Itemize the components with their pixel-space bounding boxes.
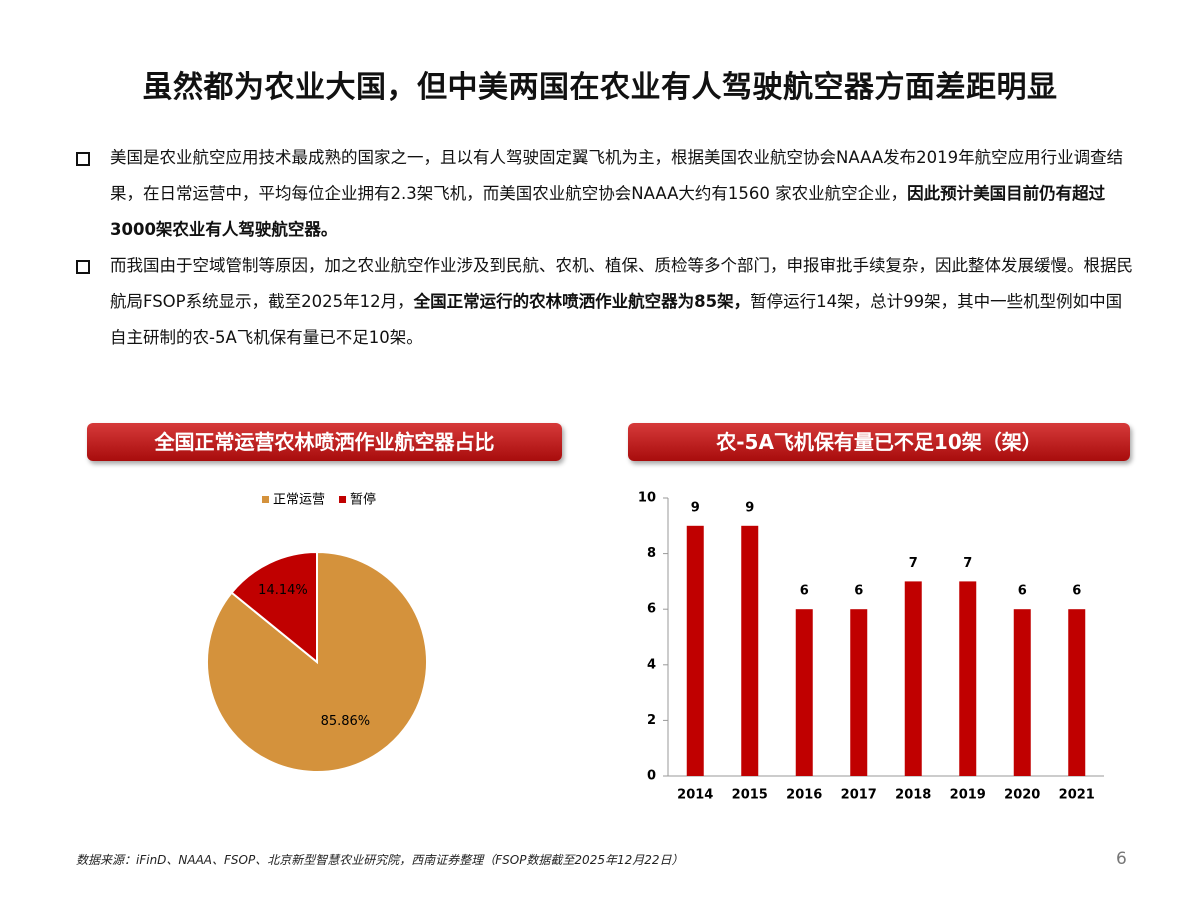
bullet-segment: 暂停运行14架，总计99架，其中一些机型例如中国自主研制的农-5A飞机保有量已不… <box>110 292 1123 347</box>
data-label: 14.14% <box>258 583 308 598</box>
bullet: 而我国由于空域管制等原因，加之农业航空作业涉及到民航、农机、植保、质检等多个部门… <box>76 248 1136 356</box>
legend-label: 暂停 <box>350 492 376 508</box>
data-label: 6 <box>1072 584 1081 599</box>
x-tick-label: 2020 <box>1004 788 1040 803</box>
bar <box>1013 609 1031 776</box>
x-tick-label: 2019 <box>950 788 986 803</box>
bar <box>850 609 868 776</box>
bullet-segment: 美国是农业航空应用技术最成熟的国家之一，且以有人驾驶固定翼飞机为主，根据美国农业… <box>110 148 1124 203</box>
source-note: 数据来源：iFinD、NAAA、FSOP、北京新型智慧农业研究院，西南证券整理（… <box>76 853 684 867</box>
bar <box>904 581 922 776</box>
legend-label: 正常运营 <box>273 493 325 508</box>
bullet: 美国是农业航空应用技术最成熟的国家之一，且以有人驾驶固定翼飞机为主，根据美国农业… <box>76 140 1136 248</box>
x-tick-label: 2021 <box>1059 788 1095 803</box>
y-tick-label: 8 <box>647 546 656 561</box>
data-label: 7 <box>963 556 972 571</box>
slide-title: 虽然都为农业大国，但中美两国在农业有人驾驶航空器方面差距明显 <box>142 70 1058 105</box>
legend-swatch <box>262 496 269 503</box>
bullet-text: 而我国由于空域管制等原因，加之农业航空作业涉及到民航、农机、植保、质检等多个部门… <box>110 248 1136 356</box>
chart-title: 农-5A飞机保有量已不足10架（架） <box>628 423 1130 461</box>
x-tick-label: 2015 <box>732 788 768 803</box>
data-label: 9 <box>691 500 700 515</box>
y-tick-label: 6 <box>647 602 656 617</box>
y-tick-label: 0 <box>647 769 656 784</box>
data-label: 6 <box>1018 584 1027 599</box>
bullet-segment: 而我国由于空域管制等原因，加之农业航空作业涉及到民航、农机、植保、质检等多个部门… <box>110 256 1133 311</box>
data-label: 9 <box>745 500 754 515</box>
x-tick-label: 2016 <box>786 788 822 803</box>
bar <box>795 609 813 776</box>
x-tick-label: 2018 <box>895 788 931 803</box>
chart-title: 全国正常运营农林喷洒作业航空器占比 <box>87 423 562 461</box>
x-tick-label: 2017 <box>841 788 877 803</box>
bar <box>1068 609 1086 776</box>
bar <box>741 525 759 776</box>
data-label: 6 <box>800 584 809 599</box>
data-label: 7 <box>909 556 918 571</box>
y-tick-label: 4 <box>647 657 656 672</box>
pie-slice <box>230 550 318 665</box>
x-tick-label: 2014 <box>677 788 713 803</box>
legend-swatch <box>339 496 347 503</box>
bar <box>959 581 977 776</box>
data-label: 85.86% <box>321 714 371 729</box>
y-tick-label: 2 <box>647 713 656 728</box>
y-tick-label: 10 <box>638 491 656 506</box>
bullet-text: 美国是农业航空应用技术最成熟的国家之一，且以有人驾驶固定翼飞机为主，根据美国农业… <box>110 140 1136 248</box>
data-label: 6 <box>854 584 863 599</box>
bar <box>686 525 704 776</box>
page-number: 6 <box>1116 849 1127 869</box>
bullet-segment: 全国正常运行的农林喷洒作业航空器为85架， <box>413 292 751 311</box>
bullet-segment: 因此预计美国目前仍有超过3000架农业有人驾驶航空器。 <box>110 184 1106 239</box>
